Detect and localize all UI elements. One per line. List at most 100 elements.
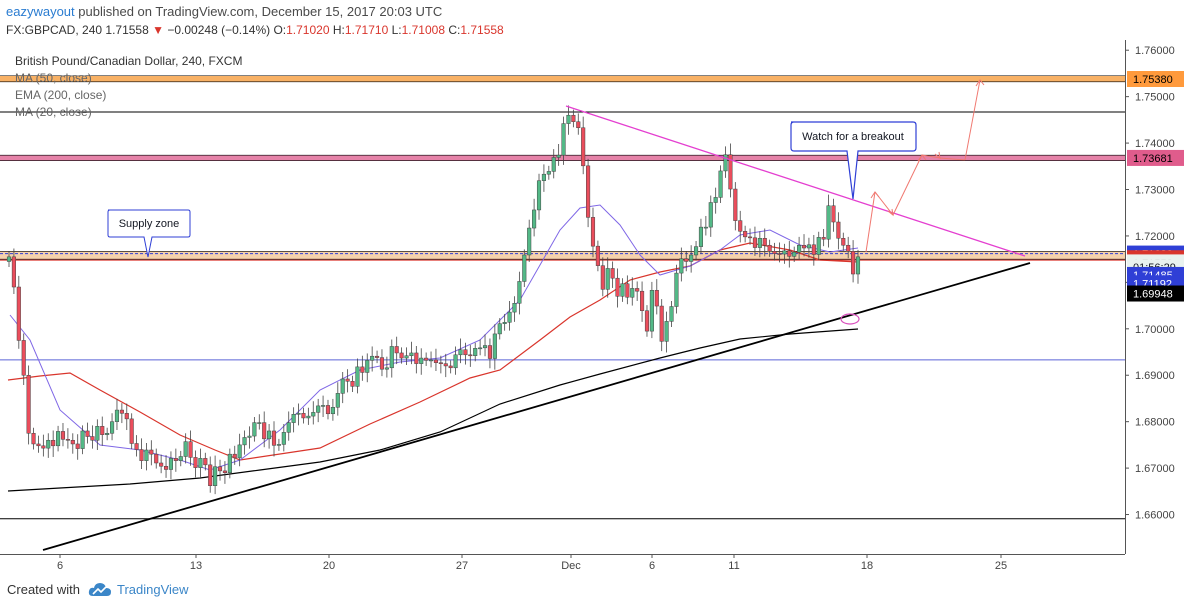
arrowhead-up [917, 154, 927, 162]
candle [586, 158, 591, 228]
candle [855, 249, 861, 284]
projection-arrow-segment [921, 154, 941, 159]
resistance-zone-2 [0, 155, 1125, 161]
candle [404, 347, 409, 366]
price-chart[interactable]: British Pound/Canadian Dollar, 240, FXCM… [0, 40, 1184, 577]
tradingview-brand-link[interactable]: TradingView [117, 582, 189, 597]
x-axis[interactable]: 6 13 20 27 Dec 6 11 18 25 [57, 554, 1007, 572]
candle-body [428, 359, 434, 362]
candle-body [124, 413, 129, 420]
candle [163, 455, 169, 478]
candle [188, 430, 193, 466]
candle [728, 143, 733, 198]
y-tick-label: 1.72000 [1135, 231, 1175, 243]
arrowhead-down [887, 208, 894, 217]
candle-body [522, 254, 527, 282]
candle-body [625, 283, 630, 298]
price-tag-label: 1.73681 [1133, 153, 1173, 165]
candle-body [242, 437, 247, 446]
supply-zone-callout: Supply zone [107, 209, 191, 258]
candle [836, 212, 841, 250]
candle-body [168, 458, 173, 470]
candle-body [478, 347, 483, 350]
candle-body [846, 244, 851, 252]
candle-body [512, 303, 517, 313]
candle-body [640, 290, 645, 311]
candle-body [821, 237, 826, 240]
y-tick-label: 1.68000 [1135, 417, 1175, 429]
candle [291, 407, 296, 433]
candle [129, 413, 134, 450]
y-tick-label: 1.75000 [1135, 92, 1175, 104]
candle-body [419, 357, 424, 364]
supply-zone-label: Supply zone [119, 218, 180, 230]
candle [473, 342, 478, 362]
candle [56, 425, 61, 452]
candle-body [404, 355, 409, 359]
candle [713, 187, 718, 214]
candle-body [16, 286, 21, 341]
price-tag: 1.69948 [1127, 285, 1184, 302]
candle [384, 356, 389, 378]
candle-body [473, 348, 478, 356]
candle-body [443, 363, 448, 367]
candle-body [772, 251, 777, 254]
candle-body [708, 202, 713, 228]
candle [801, 234, 807, 257]
candle-body [605, 268, 610, 290]
candle [198, 448, 203, 479]
y-axis[interactable]: 1.760001.750001.740001.730001.720001.710… [1125, 45, 1175, 522]
chart-title: British Pound/Canadian Dollar, 240, FXCM [15, 54, 242, 68]
candle [46, 433, 51, 458]
chart-background [0, 40, 1184, 577]
candle [674, 264, 679, 314]
descending-trendline [565, 105, 1026, 257]
high-label: H: [332, 23, 345, 37]
candle [576, 113, 581, 135]
candle [110, 413, 115, 441]
candle-body [689, 254, 694, 262]
candle [551, 149, 556, 179]
candle-body [841, 238, 846, 246]
candle [36, 435, 41, 453]
candle-body [149, 449, 154, 455]
candle [276, 438, 281, 451]
candle [733, 182, 738, 231]
candle [448, 360, 453, 374]
price-tags: 1.753801.736811.716201.716071.7155801:56… [1127, 71, 1184, 302]
breakout-label: Watch for a breakout [802, 131, 904, 143]
candle [394, 336, 399, 365]
candle [600, 257, 605, 297]
publish-info: published on TradingView.com, December 1… [78, 4, 443, 19]
candle [419, 348, 424, 375]
candle-body [281, 432, 286, 445]
author-link[interactable]: eazywayout [6, 4, 75, 19]
candle-body [114, 409, 120, 422]
candle-body [56, 431, 61, 447]
candle-body [370, 355, 375, 361]
candle [556, 144, 561, 166]
candle-body [581, 127, 586, 167]
arrowhead-up [975, 79, 985, 87]
x-tick-label: 13 [190, 560, 202, 572]
candle-body [208, 464, 213, 486]
candle-body [684, 258, 689, 262]
tradingview-cloud-icon [88, 583, 111, 596]
candle-body [345, 378, 350, 382]
candle-body [178, 456, 183, 461]
candle-body [311, 412, 316, 417]
candle [60, 423, 66, 447]
candle-body [414, 352, 419, 364]
candle-body [213, 466, 218, 486]
candle-body [463, 349, 468, 356]
candle [51, 430, 56, 457]
candle-body [767, 244, 772, 252]
candle [679, 247, 684, 282]
candle-body [41, 445, 46, 449]
y-tick-label: 1.73000 [1135, 185, 1175, 197]
candle-body [792, 251, 797, 257]
candle [669, 300, 674, 327]
x-tick-label: 11 [728, 560, 739, 572]
candle [370, 346, 375, 372]
candle-body [291, 413, 296, 423]
